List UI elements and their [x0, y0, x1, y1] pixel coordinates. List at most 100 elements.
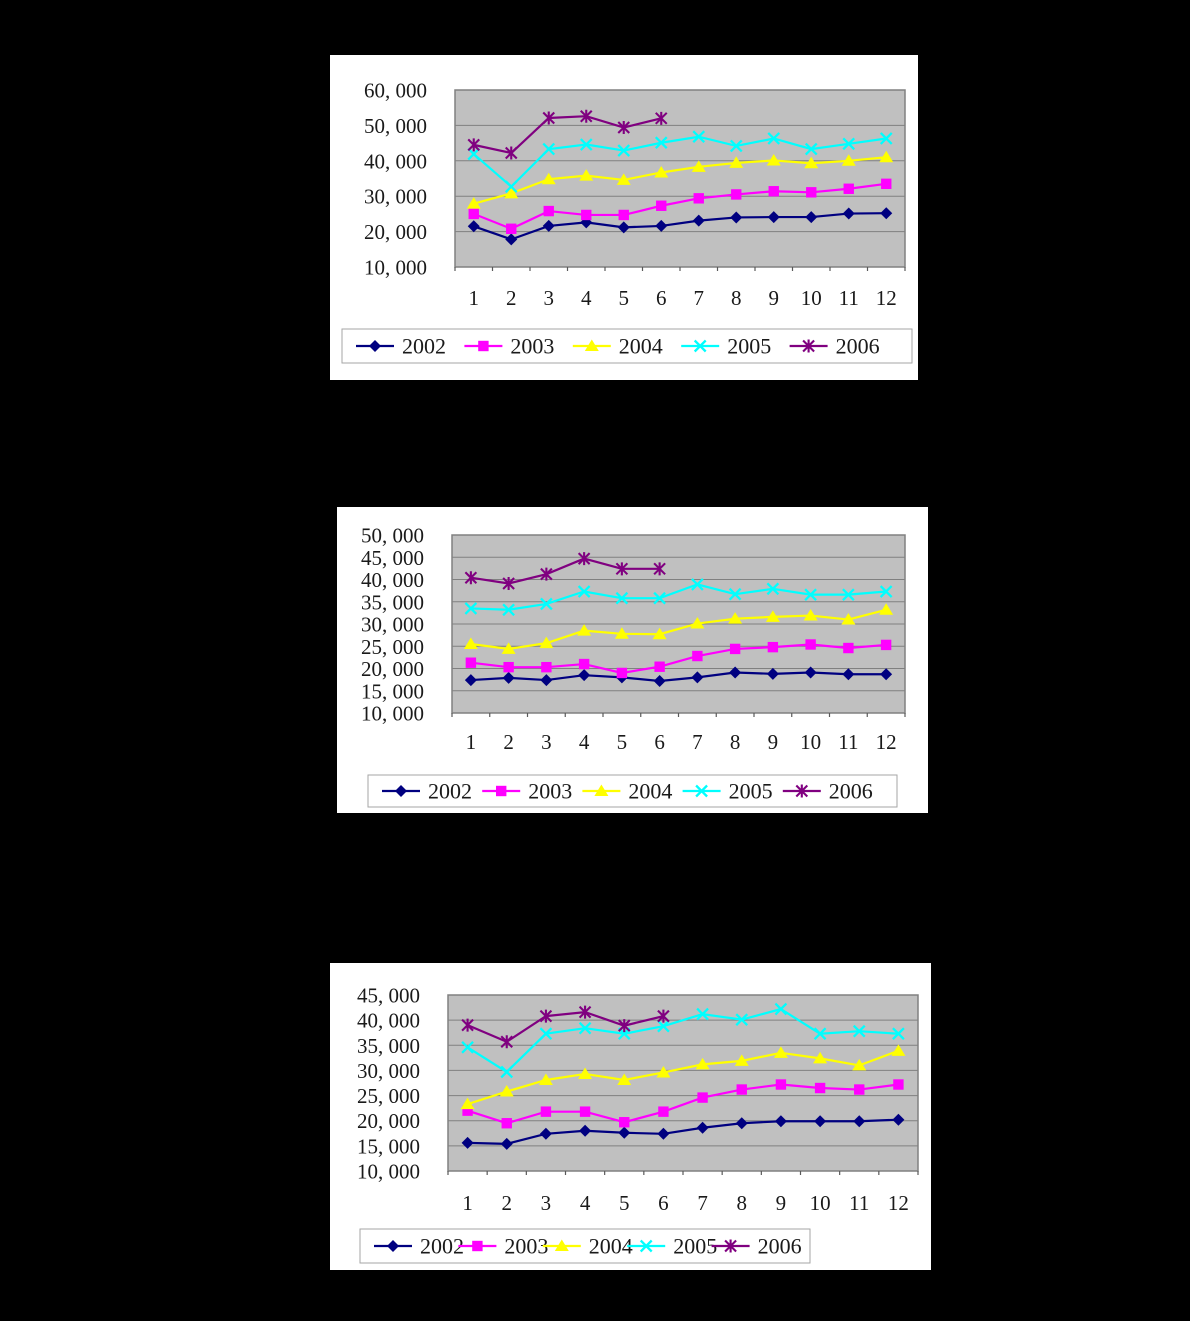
series-2006-point	[617, 121, 630, 135]
series-2005-point	[804, 142, 818, 156]
series-2003-point	[893, 1079, 904, 1090]
x-axis-label: 3	[541, 1191, 552, 1215]
series-2005-point	[766, 582, 780, 596]
legend-marker-2004	[594, 784, 609, 796]
series-2003-point	[775, 1079, 787, 1090]
series-2004-point	[729, 156, 744, 168]
series-2004-point	[852, 1058, 867, 1071]
y-axis-label: 20, 000	[361, 657, 424, 681]
series-2002-point	[805, 211, 818, 224]
top-chart: 60, 000 50, 000 40, 000 30, 000 20, 000 10, 0…	[341, 79, 913, 364]
y-axis-label: 60, 000	[364, 79, 427, 103]
series-2002-point	[892, 1113, 905, 1126]
series-2002-point	[618, 1126, 631, 1139]
series-2006-point	[615, 562, 629, 576]
legend-label-2002: 2002	[420, 1234, 464, 1259]
legend-label-2005: 2005	[673, 1234, 717, 1259]
series-2004-point	[463, 637, 478, 650]
series-2006-point	[653, 562, 666, 576]
middle-chart-panel: 50, 000 45, 000 40, 000 35, 000 30, 000 25, 0…	[337, 507, 928, 813]
legend-marker-2006	[802, 339, 815, 353]
series-2004-point	[891, 1044, 906, 1056]
series-2002-point	[814, 1115, 827, 1128]
series-2005-point	[617, 144, 631, 157]
series-2005-point	[502, 603, 515, 617]
y-axis-label: 25, 000	[357, 1084, 420, 1108]
series-2003-point	[506, 223, 517, 234]
series-2005-point	[729, 139, 743, 153]
x-axis-label: 9	[768, 730, 779, 754]
series-2005-point	[879, 132, 893, 145]
x-axis-label: 2	[503, 730, 514, 754]
x-axis-label: 5	[617, 730, 628, 754]
series-2006-point	[618, 1019, 631, 1033]
series-2004-point	[614, 627, 629, 639]
series-2004-point	[803, 609, 818, 621]
series-2005-point	[578, 1021, 592, 1035]
series-2006-line	[473, 115, 662, 155]
series-2005-point	[539, 1027, 553, 1041]
series-2002-point	[657, 1127, 670, 1140]
series-2004-point	[578, 1067, 593, 1079]
series-2004-point	[695, 1057, 710, 1070]
bottom-chart-panel: 45, 000 40, 000 35, 000 30, 000 25, 000 20, 0…	[330, 963, 931, 1270]
series-2002-point	[735, 1117, 748, 1130]
series-2003-line	[473, 182, 887, 230]
y-axis-label: 45, 000	[361, 546, 424, 570]
series-2004-point	[466, 197, 481, 209]
series-2002-point	[467, 220, 480, 233]
series-2003-point	[468, 208, 479, 220]
legend-marker-2003	[478, 340, 489, 352]
x-axis-label: 5	[619, 286, 630, 310]
series-2005-line	[470, 583, 887, 611]
series-2003-point	[693, 193, 704, 204]
series-2002-point	[842, 207, 855, 220]
y-axis-label: 35, 000	[357, 1034, 420, 1058]
series-2002-point	[692, 214, 705, 227]
series-2003-point	[697, 1092, 708, 1103]
x-axis-label: 6	[656, 286, 667, 310]
series-2002-point	[502, 671, 515, 684]
series-2003-point	[736, 1084, 747, 1095]
series-2005-point	[852, 1024, 866, 1038]
legend-label-2005: 2005	[729, 779, 773, 804]
series-2003-point	[540, 1106, 552, 1117]
series-2002-point	[880, 207, 893, 220]
series-2003-point	[579, 1106, 591, 1117]
series-2005-point	[542, 142, 556, 156]
legend-label-2006: 2006	[829, 779, 873, 804]
series-2004-point	[577, 624, 592, 636]
series-2004-point	[841, 613, 856, 625]
legend-marker-2002	[387, 1240, 399, 1252]
series-2003-point	[616, 667, 628, 679]
series-2003-point	[618, 209, 629, 221]
legend-marker-2004	[554, 1239, 569, 1251]
series-2002-point	[842, 668, 855, 681]
series-2002-point	[774, 1115, 787, 1128]
y-axis-label: 10, 000	[357, 1160, 420, 1184]
series-2006-point	[578, 1005, 592, 1019]
series-2004-point	[773, 1046, 788, 1058]
plot-area	[454, 89, 906, 268]
series-2005-point	[879, 585, 893, 598]
series-2003-point	[767, 641, 779, 653]
series-2002-point	[853, 1115, 866, 1128]
legend-label-2005: 2005	[727, 334, 771, 359]
y-axis-label: 30, 000	[357, 1059, 420, 1083]
series-2003-point	[843, 183, 854, 194]
series-2005-point	[464, 602, 478, 615]
series-2002-point	[696, 1121, 709, 1134]
series-2006-point	[461, 1018, 474, 1032]
series-2005-point	[577, 585, 591, 598]
series-2004-point	[728, 612, 743, 624]
x-axis-label: 10	[800, 730, 821, 754]
series-2002-line	[470, 671, 887, 683]
x-axis-label: 1	[466, 730, 477, 754]
x-axis-label: 4	[581, 286, 592, 310]
series-2006-point	[657, 1009, 670, 1023]
series-2004-point	[804, 156, 819, 169]
series-2002-line	[473, 212, 887, 241]
series-2005-point	[813, 1027, 827, 1041]
